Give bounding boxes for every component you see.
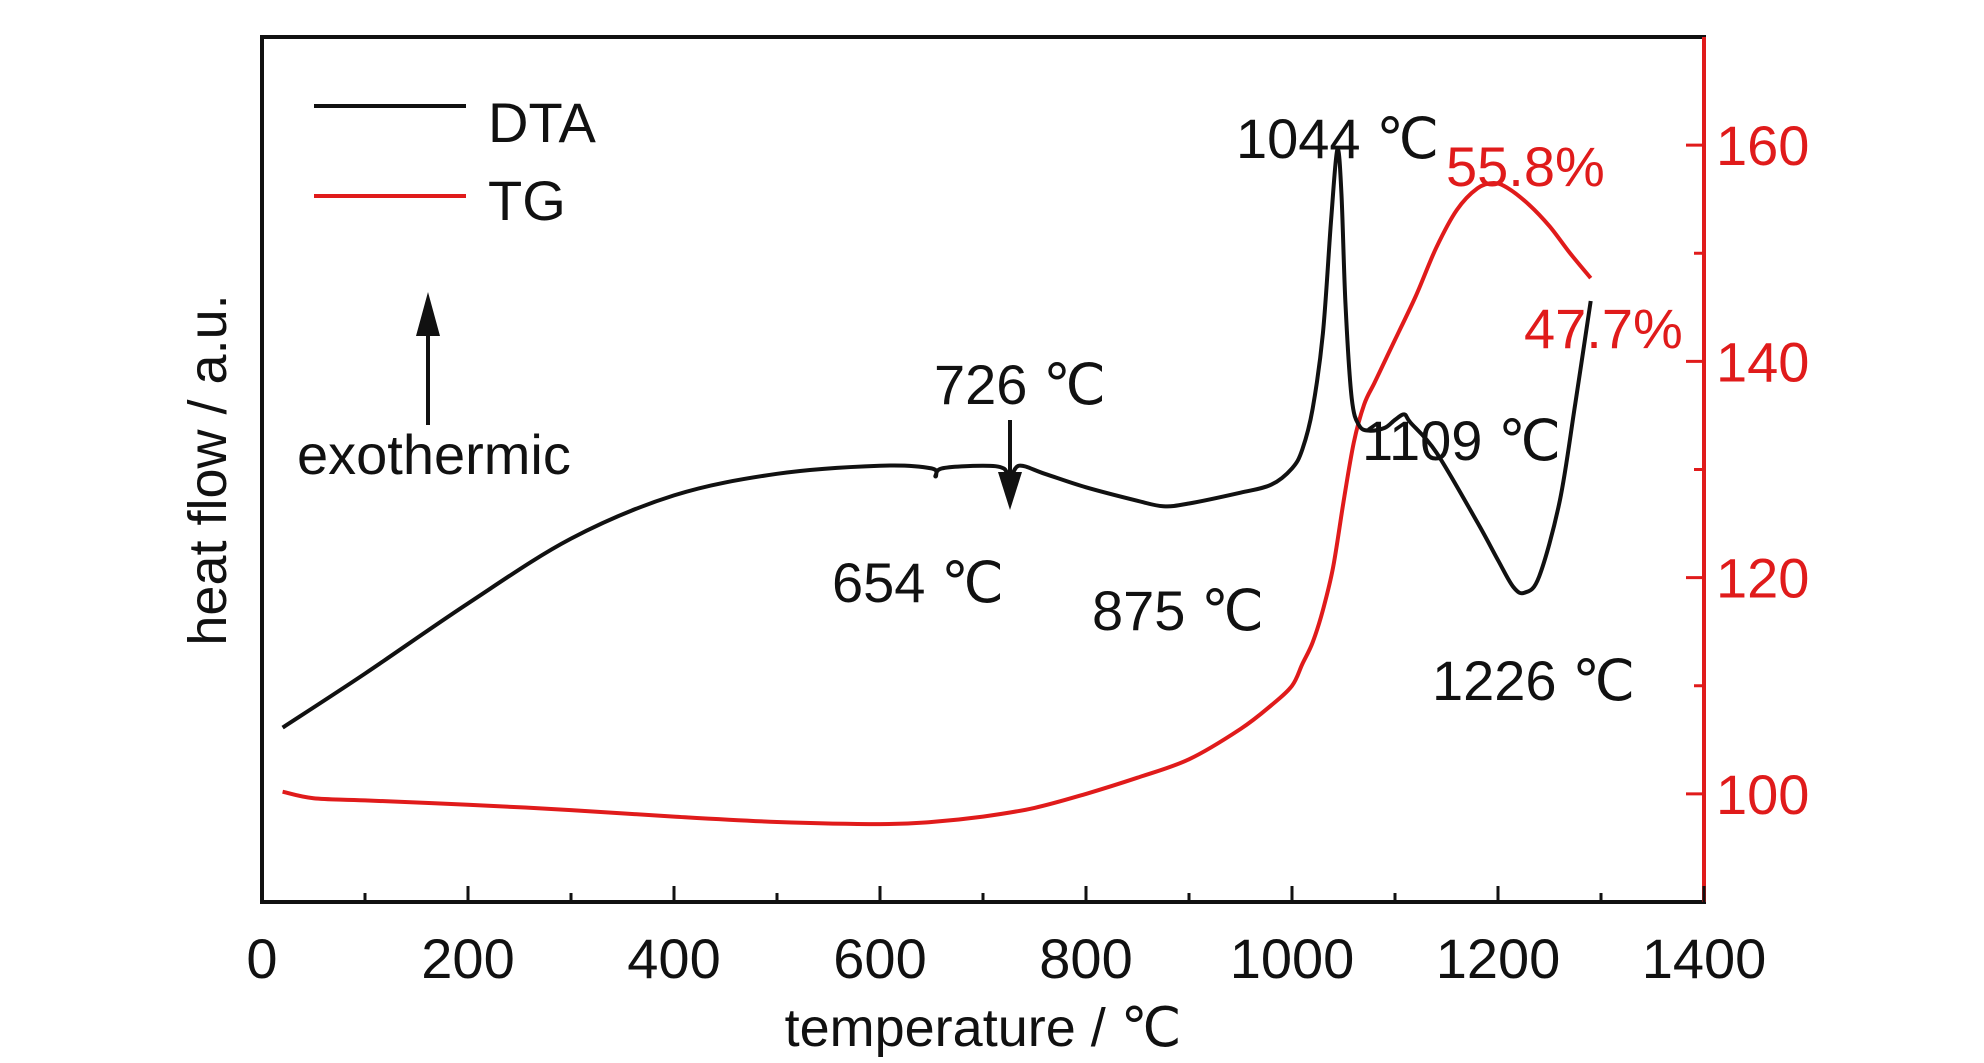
exothermic-indicator: exothermic — [297, 292, 571, 486]
legend-label-tg: TG — [488, 169, 566, 232]
right-tick-label: 160 — [1716, 114, 1809, 177]
x-tick-label: 1000 — [1230, 927, 1355, 990]
exothermic-arrow-head — [416, 292, 440, 336]
legend-label-dta: DTA — [488, 91, 596, 154]
right-tick-label: 100 — [1716, 763, 1809, 826]
annotation-1226: 1226 ℃ — [1432, 649, 1635, 712]
annotation-55-8: 55.8% — [1446, 135, 1605, 198]
x-tick-label: 200 — [421, 927, 514, 990]
x-tick-label: 400 — [627, 927, 720, 990]
x-axis-label: temperature / ℃ — [785, 998, 1182, 1058]
x-axis-ticks: 0 200 400 600 800 1000 1200 1400 — [246, 886, 1766, 990]
x-tick-label: 800 — [1039, 927, 1132, 990]
annotation-875: 875 ℃ — [1092, 579, 1264, 642]
annotation-47-7: 47.7% — [1524, 297, 1683, 360]
right-tick-label: 140 — [1716, 330, 1809, 393]
right-axis-ticks: 100 120 140 160 — [1686, 114, 1809, 826]
peak-726-arrow — [998, 420, 1022, 510]
annotation-1109: 1109 ℃ — [1362, 409, 1561, 472]
right-tick-label: 120 — [1716, 547, 1809, 610]
annotation-1044: 1044 ℃ — [1236, 107, 1439, 170]
x-tick-label: 600 — [833, 927, 926, 990]
peak-726-arrow-head — [998, 472, 1022, 510]
legend: DTA TG — [314, 91, 596, 232]
y-axis-label: heat flow / a.u. — [178, 294, 238, 645]
x-tick-label: 1200 — [1436, 927, 1561, 990]
exothermic-label: exothermic — [297, 423, 571, 486]
x-tick-label: 1400 — [1642, 927, 1767, 990]
series-line-tg — [282, 180, 1593, 827]
annotation-654: 654 ℃ — [832, 551, 1004, 614]
annotation-726: 726 ℃ — [934, 353, 1106, 416]
series-line-dta — [281, 147, 1593, 730]
x-tick-label: 0 — [246, 927, 277, 990]
